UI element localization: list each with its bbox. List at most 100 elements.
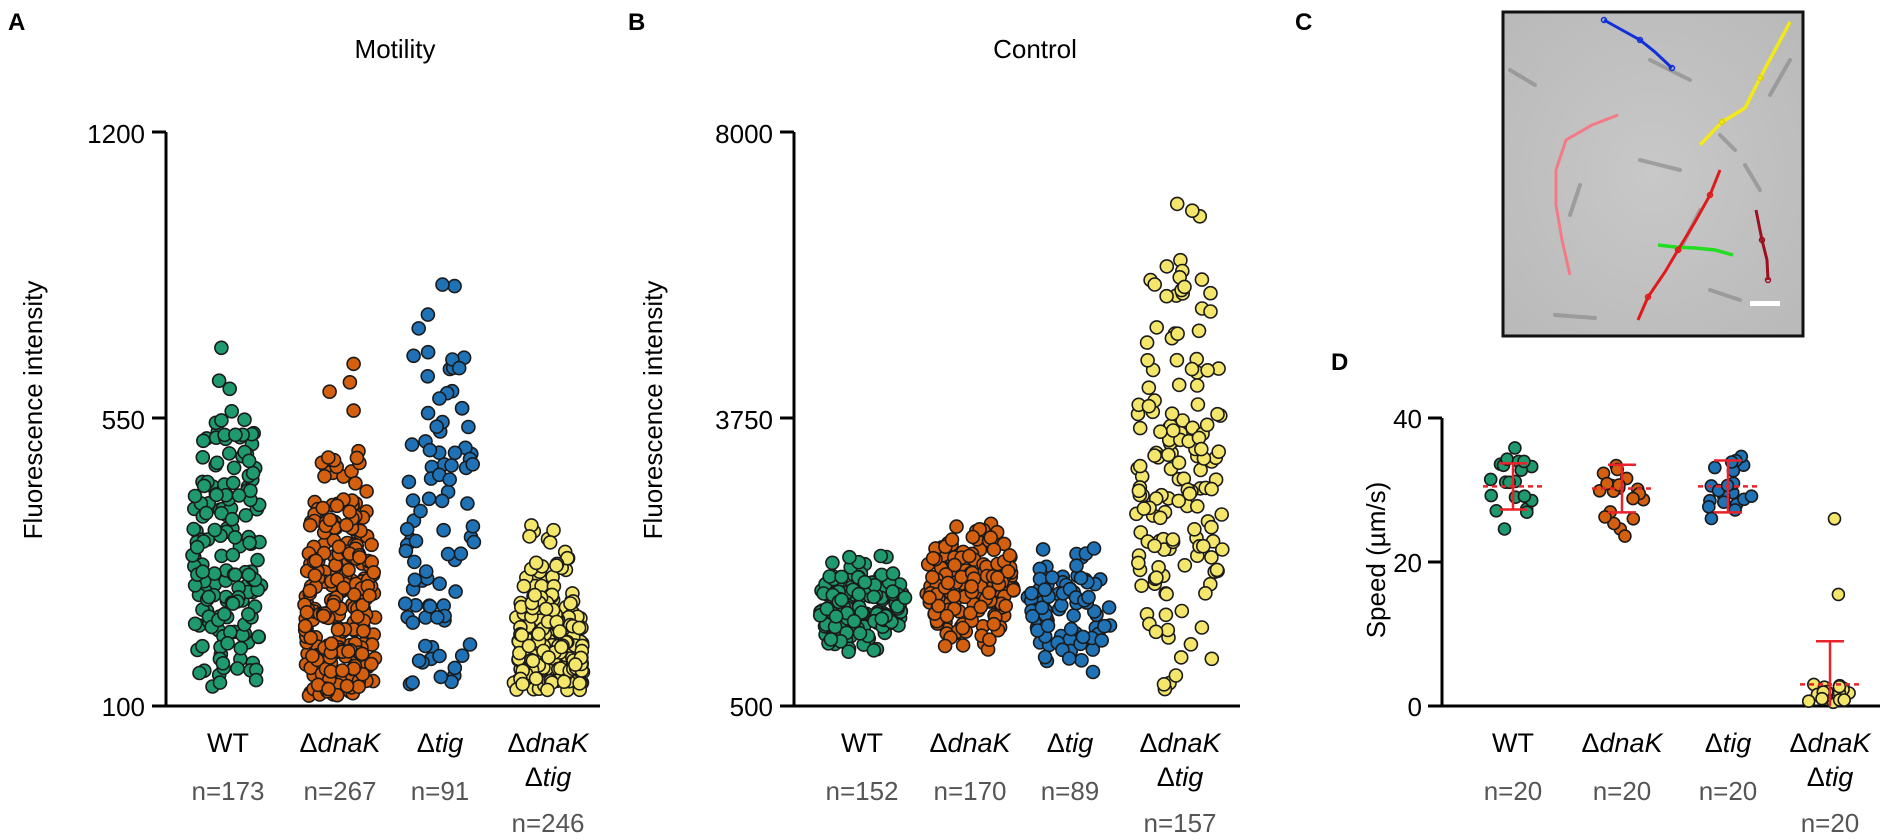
data-point-tig [405,615,421,630]
data-point-dnaK [937,638,953,654]
data-point-dnaK_tig [1801,694,1816,709]
data-point-dnaK [305,648,320,664]
data-point-dnaK_tig [1832,679,1847,694]
category-label-wt: WT [207,728,249,758]
data-point-dnaK [940,575,956,591]
data-point-dnaK_tig [1190,498,1205,514]
data-point-tig [429,419,445,435]
data-point-dnaK_tig [522,529,537,544]
data-point-tig [404,437,420,452]
data-point-dnaK [324,636,339,652]
data-point-tig [407,572,423,588]
track-nodes [1600,16,1772,301]
data-point-dnaK_tig [538,601,554,617]
data-point-dnaK [964,579,979,594]
data-point-dnaK [297,618,313,634]
category-label-dnak-tig-line2: Δtig [1157,762,1204,792]
data-point-dnaK_tig [542,535,558,550]
data-point-tig [461,419,476,435]
n-count: n=152 [825,776,898,806]
data-point-dnaK [336,580,352,596]
data-point-dnaK [1002,548,1018,563]
data-point-dnaK [965,529,981,545]
category-label-wt: WT [1492,728,1534,758]
data-point-dnaK [341,644,356,659]
data-point-dnaK [350,609,365,625]
data-point-dnaK_tig [1147,277,1162,292]
data-point-tig [1702,499,1716,514]
data-point-dnaK_tig [1168,668,1184,683]
n-count: n=246 [511,808,584,838]
data-point-dnaK_tig [556,674,572,690]
data-point-WT [225,547,241,563]
data-point-WT [187,488,203,504]
axes [1428,416,1880,708]
data-point-dnaK_tig [1160,622,1176,638]
data-point-dnaK_tig [1827,511,1842,526]
data-point-dnaK [1626,511,1641,526]
data-point-dnaK_tig [1139,335,1155,350]
track-green [1657,243,1734,257]
data-point-dnaK_tig [1185,203,1200,218]
n-count: n=20 [1699,776,1758,806]
data-point-dnaK_tig [1189,378,1205,393]
data-point-tig [420,307,436,322]
y-tick-label: 20 [1393,548,1422,578]
data-point-WT [226,460,242,476]
data-point-dnaK [981,585,997,601]
data-point-dnaK_tig [1153,510,1168,526]
data-point-WT [211,373,227,389]
data-point-dnaK_tig [540,682,555,698]
data-point-WT [224,403,239,419]
data-point-WT [897,590,913,606]
data-point-dnaK [354,646,370,662]
data-point-tig [465,519,481,534]
data-point-dnaK_tig [1815,691,1829,706]
data-point-tig [397,596,413,612]
data-point-tig [398,543,414,559]
data-point-dnaK [359,484,374,499]
data-point-dnaK_tig [1136,501,1152,516]
data-point-dnaK [925,550,941,566]
data-point-dnaK_tig [1215,542,1230,557]
chart-title: Control [993,34,1077,64]
data-point-dnaK_tig [1165,532,1181,547]
axes [780,130,1240,708]
data-point-dnaK [342,504,358,520]
track-red [1636,169,1722,321]
data-point-tig [1035,542,1051,557]
data-point-tig [466,534,482,550]
data-point-tig [406,554,422,570]
data-point-tig [422,442,438,458]
data-point-tig [432,648,447,664]
data-point-tig [1085,664,1101,680]
category-label-dnak-tig: ΔdnaK [1139,728,1221,758]
data-point-dnaK [342,374,358,390]
data-point-tig [420,405,436,421]
data-point-dnaK_tig [1169,196,1185,212]
data-point-tig [451,360,467,376]
data-point-dnaK_tig [1183,636,1199,652]
panel-letter-a: A [8,9,25,36]
data-point-tig [432,391,447,406]
n-count: n=91 [411,776,470,806]
data-point-dnaK_tig [1159,259,1175,274]
data-point-dnaK_tig [1209,562,1225,578]
data-point-WT [220,635,235,651]
axes [152,130,600,708]
data-point-dnaK_tig [525,653,541,669]
data-point-tig [1101,600,1117,615]
data-point-dnaK_tig [1203,304,1218,319]
data-point-dnaK_tig [1165,423,1181,438]
data-point-dnaK [346,356,361,372]
data-point-dnaK_tig [1171,377,1187,393]
data-point-dnaK [346,587,362,602]
data-point-WT [250,552,265,568]
panel-a-motility-chart: Motility Fluorescence intensity 1200 550… [18,34,600,838]
data-point-tig [411,321,427,336]
category-labels: WT n=173 ΔdnaK n=267 Δtig n=91 ΔdnaK Δti… [191,728,589,838]
data-point-dnaK [341,562,356,578]
data-point-dnaK_tig [1153,424,1168,440]
data-point-WT [851,586,867,602]
